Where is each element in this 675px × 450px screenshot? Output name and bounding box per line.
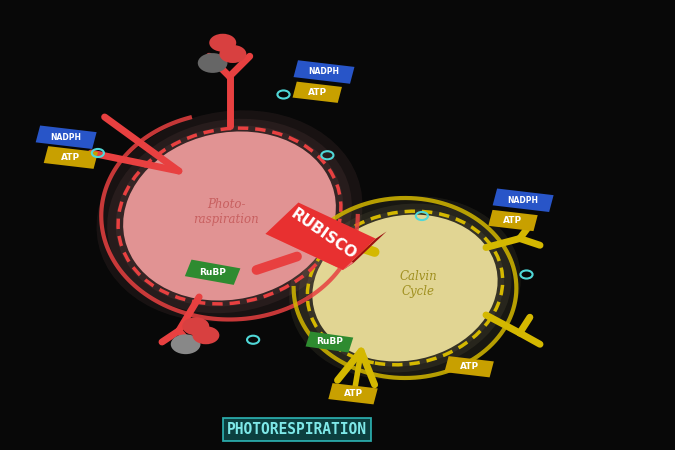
Polygon shape	[292, 77, 298, 98]
Polygon shape	[292, 81, 342, 103]
Polygon shape	[44, 146, 98, 169]
Circle shape	[192, 326, 219, 344]
Polygon shape	[185, 260, 240, 285]
Polygon shape	[265, 227, 354, 270]
Polygon shape	[343, 231, 387, 270]
Ellipse shape	[306, 209, 504, 367]
Ellipse shape	[97, 110, 362, 322]
Polygon shape	[92, 128, 98, 149]
Polygon shape	[444, 356, 494, 378]
Polygon shape	[234, 264, 242, 285]
Text: ATP: ATP	[460, 362, 479, 371]
Polygon shape	[488, 206, 493, 226]
Polygon shape	[493, 184, 498, 205]
Polygon shape	[328, 383, 378, 405]
Polygon shape	[328, 379, 333, 399]
Ellipse shape	[313, 215, 497, 361]
Polygon shape	[350, 63, 356, 84]
Text: Calvin
Cycle: Calvin Cycle	[400, 270, 437, 297]
Polygon shape	[36, 126, 97, 149]
Circle shape	[182, 317, 209, 335]
Text: NADPH: NADPH	[308, 68, 340, 76]
Polygon shape	[488, 210, 538, 231]
Text: ATP: ATP	[344, 389, 362, 398]
Ellipse shape	[107, 119, 352, 313]
Polygon shape	[294, 56, 299, 77]
Polygon shape	[444, 352, 450, 372]
Polygon shape	[294, 60, 354, 84]
Polygon shape	[493, 189, 554, 212]
Ellipse shape	[298, 203, 512, 373]
Text: RUBISCO: RUBISCO	[288, 206, 360, 262]
Polygon shape	[533, 211, 539, 231]
Ellipse shape	[123, 131, 336, 301]
Circle shape	[219, 45, 246, 63]
Text: RuBP: RuBP	[199, 268, 226, 277]
Polygon shape	[265, 202, 376, 270]
Text: ATP: ATP	[61, 153, 80, 162]
Text: Photo-
raspiration: Photo- raspiration	[193, 198, 259, 225]
Polygon shape	[36, 121, 41, 142]
Circle shape	[198, 53, 227, 73]
Text: NADPH: NADPH	[51, 133, 82, 142]
Text: ATP: ATP	[308, 88, 327, 97]
Ellipse shape	[115, 126, 344, 306]
Circle shape	[209, 34, 236, 52]
Polygon shape	[549, 191, 555, 212]
Text: NADPH: NADPH	[508, 196, 539, 205]
Text: RuBP: RuBP	[316, 338, 343, 346]
Polygon shape	[94, 148, 99, 169]
Polygon shape	[306, 327, 312, 346]
Ellipse shape	[289, 196, 521, 380]
Polygon shape	[348, 333, 354, 352]
Polygon shape	[185, 255, 193, 276]
Polygon shape	[306, 332, 353, 352]
Polygon shape	[373, 384, 379, 405]
Text: PHOTORESPIRATION: PHOTORESPIRATION	[227, 422, 367, 437]
Circle shape	[171, 334, 200, 354]
Polygon shape	[44, 142, 49, 163]
Polygon shape	[338, 82, 343, 103]
Text: ATP: ATP	[504, 216, 522, 225]
Polygon shape	[489, 357, 495, 378]
